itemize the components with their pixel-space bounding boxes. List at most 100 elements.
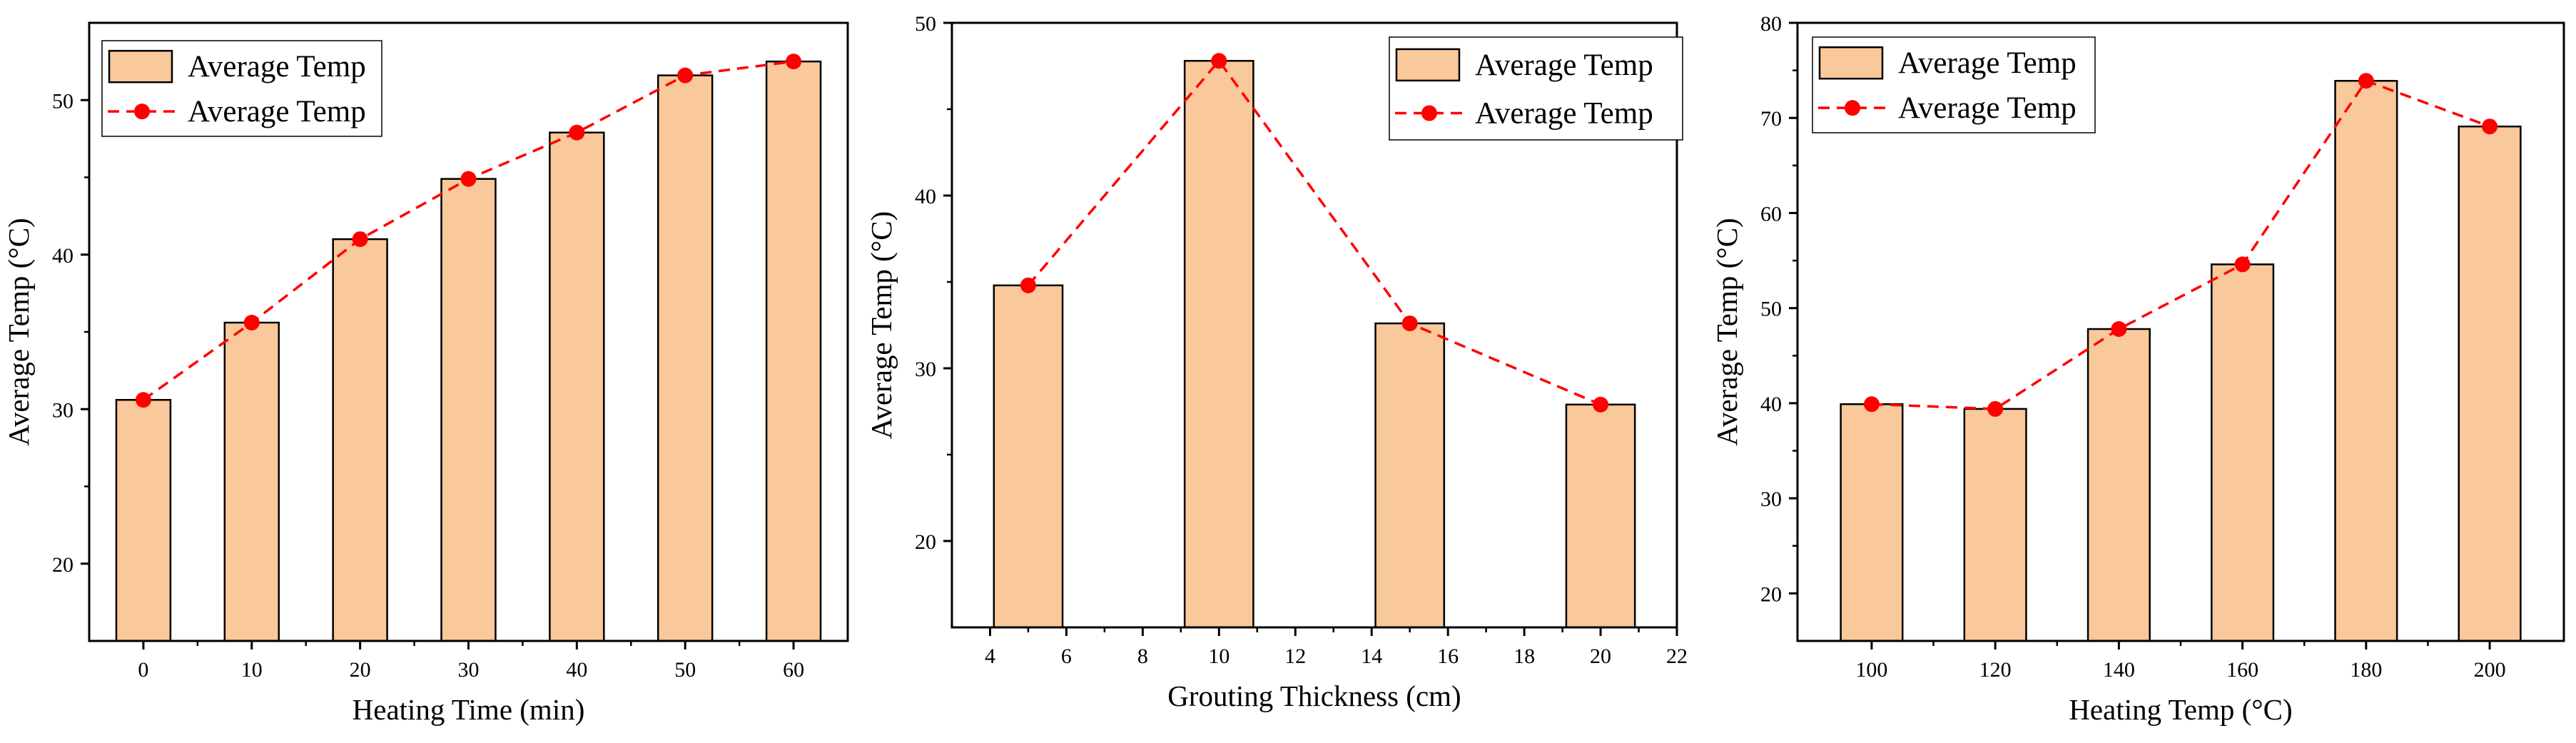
y-tick-label: 30 (1760, 487, 1782, 511)
x-tick-label: 0 (138, 658, 148, 682)
bar (993, 284, 1064, 629)
legend-bar-swatch (1395, 48, 1461, 82)
x-axis-title: Grouting Thickness (cm) (1167, 679, 1461, 712)
bar (2211, 263, 2275, 642)
plot-frame (950, 21, 1678, 629)
x-tick-label: 10 (241, 658, 263, 682)
bar (115, 399, 172, 642)
bar (657, 74, 714, 642)
y-tick-label: 60 (1760, 202, 1782, 226)
data-point (1987, 400, 2004, 417)
y-axis-title: Average Temp (°C) (865, 211, 898, 439)
data-point (2234, 256, 2251, 273)
y-tick-label: 20 (1760, 582, 1782, 606)
x-tick-label: 140 (2103, 658, 2135, 682)
y-tick-label: 20 (915, 530, 936, 554)
legend-bar-label: Average Temp (1898, 46, 2076, 80)
data-point (1020, 277, 1036, 293)
x-tick-label: 12 (1284, 645, 1306, 668)
y-tick-label: 30 (52, 398, 73, 422)
bar (440, 178, 497, 642)
x-tick-label: 50 (674, 658, 696, 682)
bar (223, 321, 280, 642)
x-axis-title: Heating Time (min) (353, 693, 585, 726)
y-tick-label: 70 (1760, 107, 1782, 131)
bar (1183, 59, 1254, 629)
x-tick-label: 160 (2226, 658, 2258, 682)
y-axis-title: Average Temp (°C) (1710, 218, 1743, 445)
legend-bar-swatch (1818, 46, 1884, 80)
x-tick-label: 8 (1137, 645, 1148, 668)
legend-line-marker (134, 103, 150, 120)
x-tick-label: 20 (350, 658, 371, 682)
data-point (2482, 118, 2498, 135)
y-tick-label: 50 (52, 89, 73, 113)
x-tick-label: 6 (1061, 645, 1072, 668)
y-tick-label: 40 (915, 185, 936, 208)
series-line (1871, 79, 2490, 410)
y-axis-title: Average Temp (°C) (2, 218, 35, 445)
y-tick-label: 20 (52, 553, 73, 577)
data-point (677, 67, 694, 84)
data-point (352, 231, 368, 248)
data-point (1401, 315, 1418, 332)
legend: Average Temp Average Temp (101, 40, 382, 137)
legend-line-label: Average Temp (188, 95, 366, 128)
data-point (460, 171, 477, 187)
bar (1565, 403, 1636, 629)
x-tick-label: 4 (985, 645, 995, 668)
legend-line-marker (1845, 100, 1860, 116)
x-tick-label: 100 (1855, 658, 1887, 682)
legend-bar-swatch (108, 49, 173, 84)
y-tick-label: 30 (915, 358, 936, 381)
data-point (1593, 396, 1609, 413)
x-tick-label: 16 (1437, 645, 1459, 668)
x-tick-label: 14 (1361, 645, 1382, 668)
data-point (786, 54, 802, 70)
x-tick-label: 18 (1513, 645, 1535, 668)
bar (1840, 403, 1904, 642)
legend-line-label: Average Temp (1898, 91, 2076, 125)
x-tick-label: 22 (1666, 645, 1688, 668)
legend-line-label: Average Temp (1475, 97, 1653, 131)
bar (765, 60, 822, 642)
legend-line-marker (1421, 105, 1437, 121)
bar (332, 238, 388, 642)
x-tick-label: 180 (2350, 658, 2382, 682)
data-point (2358, 73, 2374, 89)
bar (2334, 80, 2398, 642)
bar (549, 131, 605, 642)
x-tick-label: 20 (1590, 645, 1611, 668)
bar (1374, 322, 1446, 629)
chart-panel-1: 0 10 20 30 40 50 60 20 30 40 50 Heating Time (min) A… (2, 21, 849, 726)
data-point (569, 124, 585, 141)
bar (1963, 408, 2027, 642)
x-tick-label: 200 (2474, 658, 2506, 682)
y-tick-label: 40 (1760, 393, 1782, 416)
legend-bar-label: Average Temp (188, 50, 366, 84)
legend: Average Temp Average Temp (1389, 36, 1683, 141)
legend: Average Temp Average Temp (1812, 36, 2096, 133)
data-point (135, 392, 151, 408)
legend-box (101, 40, 382, 137)
x-tick-label: 120 (1979, 658, 2012, 682)
data-point (2111, 321, 2127, 338)
bar (2458, 125, 2522, 642)
x-tick-label: 30 (458, 658, 480, 682)
chart-panel-2: 4 6 8 10 12 14 16 18 20 22 20 30 40 50 Grouting Thickn… (865, 12, 1688, 712)
data-point (243, 315, 260, 331)
chart-panel-3: 100 120 140 160 180 200 20 30 40 50 60 70 80 Heating … (1710, 12, 2565, 726)
x-axis-title: Heating Temp (°C) (2069, 693, 2292, 726)
y-tick-label: 50 (1760, 298, 1782, 321)
y-tick-label: 80 (1760, 12, 1782, 36)
x-tick-label: 60 (783, 658, 804, 682)
y-tick-label: 50 (915, 12, 936, 36)
data-point (1863, 396, 1880, 413)
legend-bar-label: Average Temp (1475, 49, 1653, 82)
data-point (1211, 53, 1227, 69)
x-tick-label: 40 (566, 658, 587, 682)
x-tick-label: 10 (1208, 645, 1229, 668)
y-tick-label: 40 (52, 244, 73, 268)
bar (2086, 328, 2151, 642)
